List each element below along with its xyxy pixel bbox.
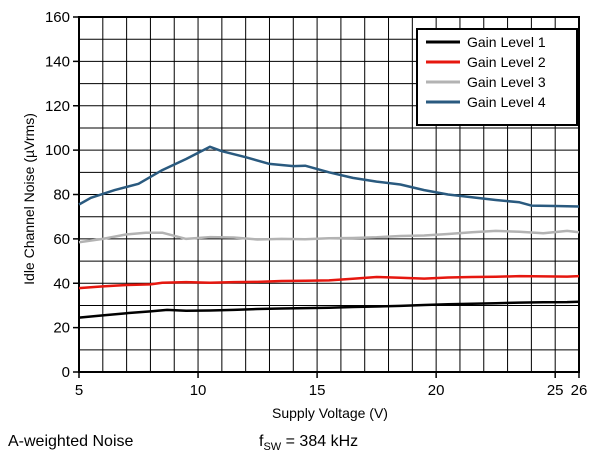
- legend-label-gain-level-2: Gain Level 2: [467, 54, 546, 70]
- legend-box: [416, 28, 578, 126]
- y-tick-label: 120: [45, 98, 70, 115]
- grid: [79, 17, 579, 372]
- y-axis-title: Idle Channel Noise (µVrms): [21, 113, 37, 285]
- series-line-gain-level-2: [78, 274, 580, 290]
- x-tick-label: 5: [75, 382, 83, 399]
- x-tick-label: 26: [571, 382, 588, 399]
- y-tick-label: 60: [53, 231, 70, 248]
- y-tick-label: 160: [45, 9, 70, 26]
- x-tick-label: 20: [428, 382, 445, 399]
- y-tick-label: 140: [45, 53, 70, 70]
- legend: Gain Level 1 Gain Level 2 Gain Level 3 G…: [416, 28, 578, 126]
- y-tick-label: 0: [62, 364, 70, 381]
- x-tick-label: 10: [190, 382, 207, 399]
- y-tick-label: 80: [53, 187, 70, 204]
- series-line-gain-level-4: [78, 145, 580, 208]
- legend-label-gain-level-1: Gain Level 1: [467, 34, 546, 50]
- axes: 0 20 40 60 80 100 120 140 160 5 10 15 20 25 26: [45, 9, 587, 399]
- a-weighted-note: A-weighted Noise: [8, 433, 134, 450]
- freq-value: = 384 kHz: [281, 433, 358, 450]
- freq-symbol: f: [259, 433, 264, 450]
- y-tick-label: 20: [53, 320, 70, 337]
- x-axis-title: Supply Voltage (V): [272, 405, 388, 421]
- series-line-gain-level-3: [78, 229, 580, 244]
- x-tick-label: 25: [547, 382, 564, 399]
- x-tick-label: 15: [309, 382, 326, 399]
- y-tick-label: 100: [45, 142, 70, 159]
- legend-label-gain-level-3: Gain Level 3: [467, 74, 546, 90]
- series-lines: [78, 145, 580, 319]
- legend-label-gain-level-4: Gain Level 4: [467, 94, 546, 110]
- series-line-gain-level-1: [78, 300, 580, 319]
- y-tick-label: 40: [53, 275, 70, 292]
- switching-frequency-note: fSW = 384 kHz: [259, 433, 358, 453]
- freq-subscript: SW: [263, 441, 281, 453]
